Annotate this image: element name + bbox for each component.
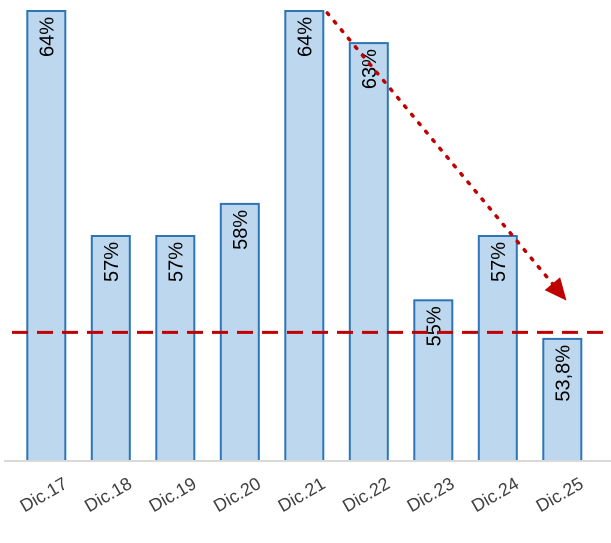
bar-dic22 xyxy=(348,42,389,462)
x-tick-label: Dic.19 xyxy=(146,473,200,516)
x-tick-label: Dic.22 xyxy=(339,473,393,516)
data-label: 57% xyxy=(101,242,123,282)
data-label: 55% xyxy=(423,306,445,346)
x-tick-label: Dic.18 xyxy=(81,473,135,516)
x-tick-label: Dic.25 xyxy=(533,473,587,516)
data-label: 57% xyxy=(165,242,187,282)
bar-dic19 xyxy=(155,235,196,462)
x-tick-label: Dic.23 xyxy=(404,473,458,516)
trend-arrowhead xyxy=(544,277,567,301)
data-label: 58% xyxy=(230,210,252,250)
x-tick-label: Dic.20 xyxy=(210,473,264,516)
bar-dic21 xyxy=(284,10,325,462)
x-tick-label: Dic.24 xyxy=(468,473,522,516)
data-labels-group: 64% 57% 57% 58% 64% 63% 55% 57% 53,8% xyxy=(36,17,574,402)
trend-arrow-line xyxy=(325,11,559,291)
x-tick-labels-group: Dic.17 Dic.18 Dic.19 Dic.20 Dic.21 Dic.22 Dic.… xyxy=(17,473,587,516)
bars-group xyxy=(26,10,583,462)
x-tick-label: Dic.17 xyxy=(17,473,71,516)
data-label: 57% xyxy=(488,242,510,282)
bar-dic25 xyxy=(542,337,583,462)
data-label: 64% xyxy=(294,17,316,57)
data-label: 63% xyxy=(359,49,381,89)
data-label: 64% xyxy=(36,17,58,57)
bar-dic17 xyxy=(26,10,67,462)
x-tick-label: Dic.21 xyxy=(275,473,329,516)
bar-dic23 xyxy=(413,299,454,462)
data-label: 53,8% xyxy=(552,345,574,402)
bar-dic18 xyxy=(90,235,131,462)
